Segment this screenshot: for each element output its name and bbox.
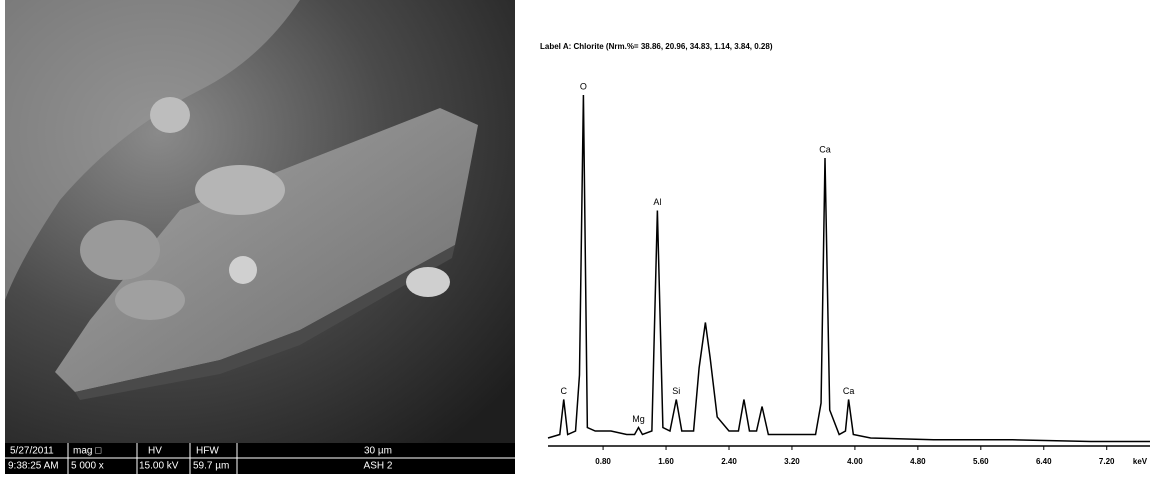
x-tick-label: 1.60 [658, 457, 674, 466]
x-tick-label: 3.20 [784, 457, 800, 466]
peak-label: O [580, 81, 587, 91]
peak-label: C [560, 386, 567, 396]
scale-bar-label: 30 µm [364, 446, 392, 457]
chart-title: Label A: Chlorite (Nrm.%= 38.86, 20.96, … [540, 42, 773, 51]
figure: 5/27/2011 9:38:25 AM mag □ 5 000 x HV 15… [0, 0, 1151, 474]
time: 9:38:25 AM [8, 461, 59, 472]
x-tick-label: 5.60 [973, 457, 989, 466]
peak-label: Ca [819, 144, 831, 154]
x-tick-label: 4.80 [910, 457, 926, 466]
x-tick-label: 2.40 [721, 457, 737, 466]
peak-label: Mg [632, 414, 645, 424]
peak-label: Al [653, 197, 661, 207]
hfw: 59.7 µm [193, 461, 229, 472]
x-tick-label: 4.00 [847, 457, 863, 466]
info-bar: 5/27/2011 9:38:25 AM mag □ 5 000 x HV 15… [5, 443, 515, 474]
hv-label: HV [148, 446, 162, 457]
x-tick-label: 7.20 [1099, 457, 1115, 466]
date: 5/27/2011 [10, 446, 54, 457]
sem-image [5, 0, 515, 443]
mag-label: mag □ [73, 446, 101, 457]
sample: ASH 2 [364, 461, 393, 472]
x-tick-label: 6.40 [1036, 457, 1052, 466]
x-axis-label: keV [1133, 457, 1148, 466]
peak-label: Si [672, 386, 680, 396]
hfw-label: HFW [196, 446, 219, 457]
mag: 5 000 x [71, 461, 104, 472]
peak-label: Ca [843, 386, 855, 396]
hv: 15.00 kV [139, 461, 179, 472]
x-tick-label: 0.80 [595, 457, 611, 466]
